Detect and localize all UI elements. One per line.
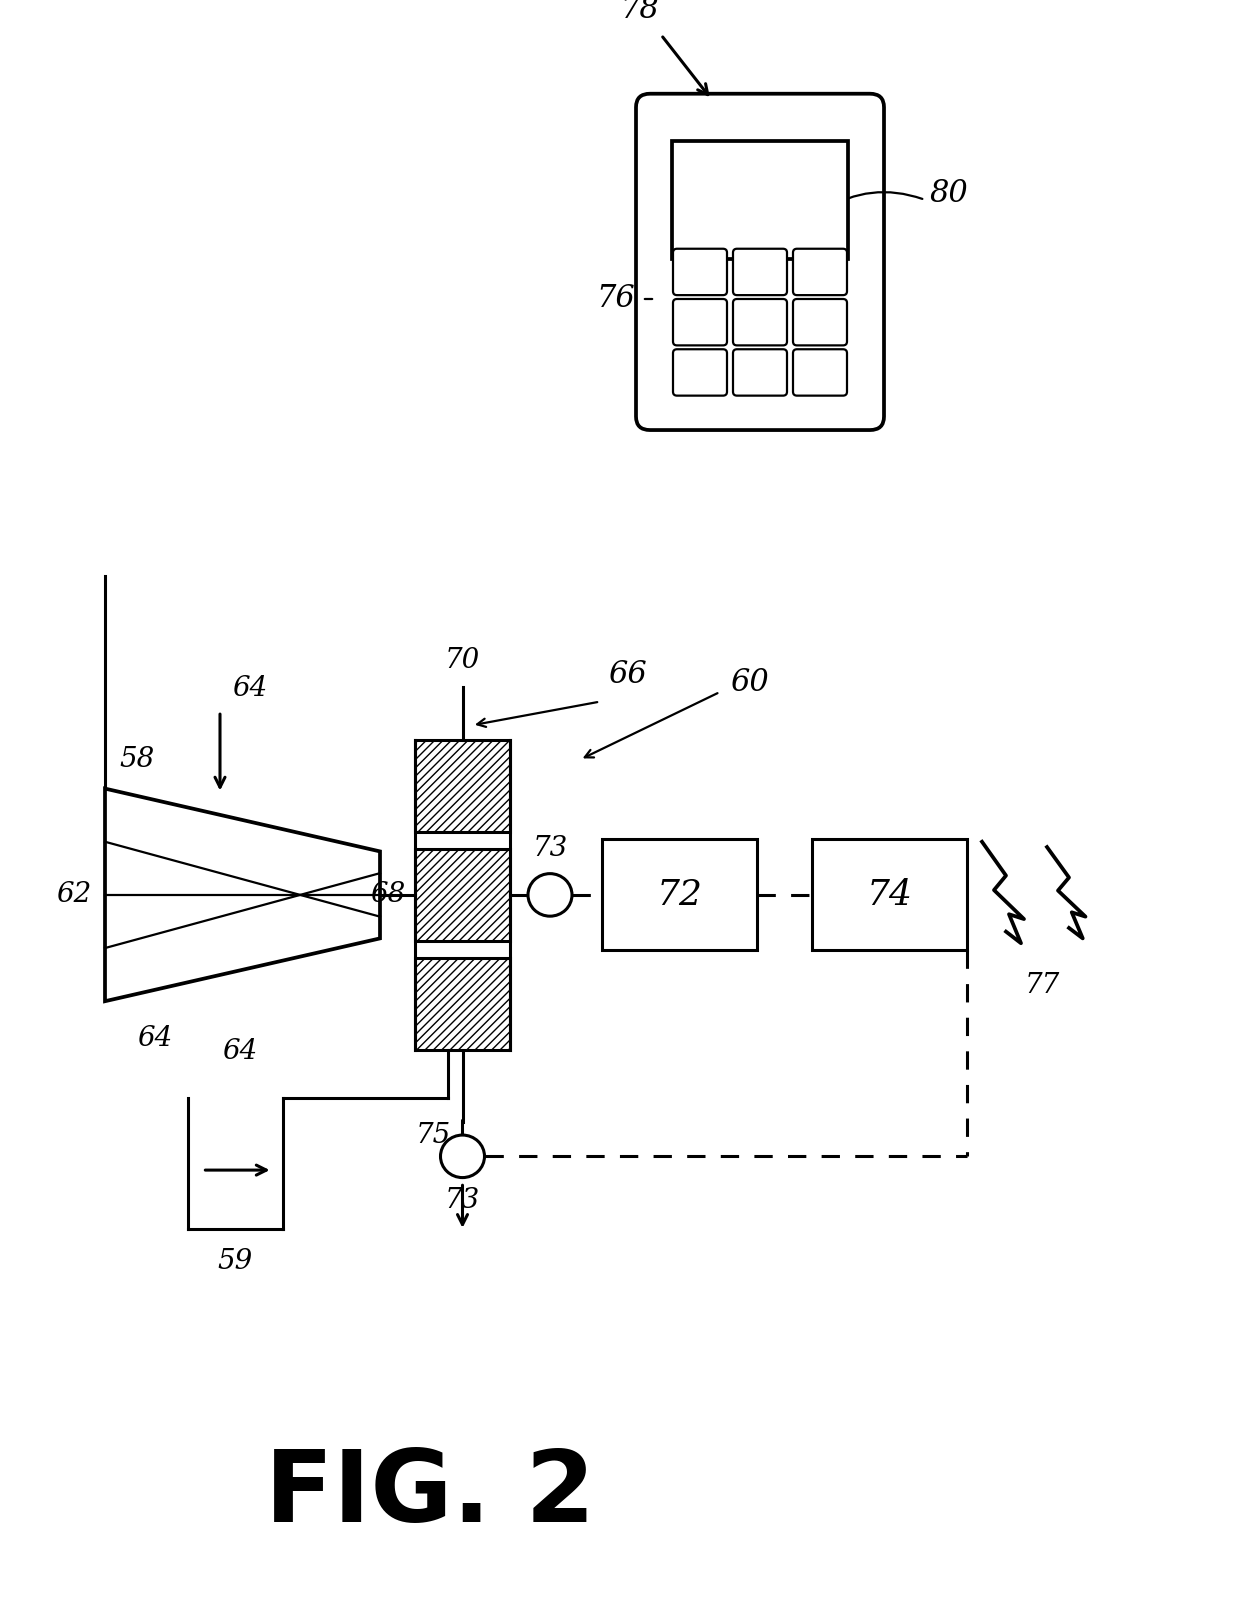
- Text: 64: 64: [222, 1038, 258, 1066]
- Bar: [672, 142, 848, 258]
- Text: 75: 75: [415, 1122, 450, 1149]
- Circle shape: [528, 874, 572, 916]
- FancyBboxPatch shape: [673, 350, 727, 395]
- FancyBboxPatch shape: [733, 248, 787, 295]
- Text: 78: 78: [621, 0, 660, 26]
- Text: 66: 66: [608, 659, 647, 690]
- FancyBboxPatch shape: [794, 350, 847, 395]
- Bar: [415, 958, 510, 1049]
- Bar: [415, 958, 510, 1049]
- Text: 70: 70: [445, 646, 480, 674]
- Polygon shape: [105, 788, 379, 1001]
- Text: 73: 73: [445, 1188, 480, 1214]
- FancyBboxPatch shape: [673, 298, 727, 345]
- FancyBboxPatch shape: [636, 93, 884, 430]
- Text: 74: 74: [867, 879, 913, 912]
- FancyBboxPatch shape: [794, 248, 847, 295]
- Text: 64: 64: [232, 674, 268, 701]
- Bar: [415, 740, 510, 832]
- FancyBboxPatch shape: [733, 298, 787, 345]
- FancyBboxPatch shape: [733, 350, 787, 395]
- Text: 80: 80: [930, 177, 968, 208]
- Text: 68: 68: [370, 882, 405, 909]
- Circle shape: [440, 1135, 485, 1178]
- Text: 58: 58: [119, 746, 154, 774]
- FancyBboxPatch shape: [794, 298, 847, 345]
- Text: 59: 59: [217, 1248, 253, 1275]
- Bar: [415, 850, 510, 941]
- Bar: [415, 740, 510, 832]
- Text: 60: 60: [730, 667, 769, 698]
- Bar: [415, 850, 510, 941]
- Bar: [812, 840, 967, 951]
- Text: 77: 77: [1024, 972, 1060, 999]
- Text: 64: 64: [138, 1025, 172, 1053]
- Text: 72: 72: [656, 879, 703, 912]
- Text: 73: 73: [532, 835, 568, 862]
- Bar: [601, 840, 756, 951]
- FancyBboxPatch shape: [673, 248, 727, 295]
- Text: 62: 62: [56, 882, 91, 909]
- Text: 76: 76: [596, 284, 635, 314]
- Text: FIG. 2: FIG. 2: [265, 1446, 595, 1543]
